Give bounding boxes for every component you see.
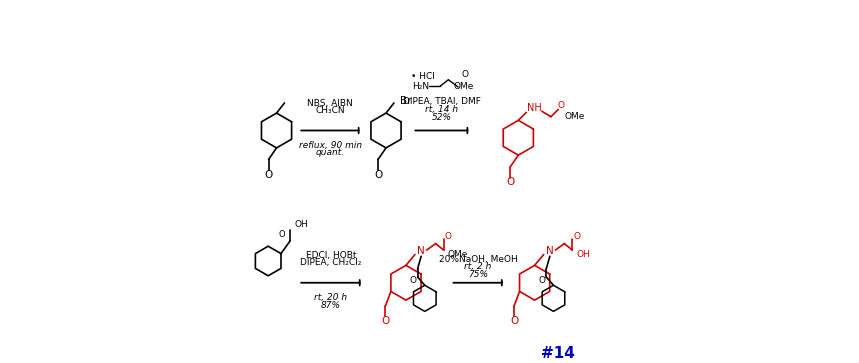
Text: rt, 14 h: rt, 14 h — [425, 105, 459, 114]
Text: OMe: OMe — [454, 82, 474, 91]
Text: 75%: 75% — [468, 270, 488, 279]
Text: rt, 20 h: rt, 20 h — [314, 293, 348, 302]
Text: reflux, 90 min: reflux, 90 min — [299, 141, 362, 150]
Text: DIPEA, CH₂Cl₂: DIPEA, CH₂Cl₂ — [300, 258, 362, 267]
Text: NBS, AIBN: NBS, AIBN — [308, 99, 353, 108]
Text: O: O — [557, 101, 564, 110]
Text: • HCl: • HCl — [411, 72, 435, 81]
Text: rt, 2 h: rt, 2 h — [465, 262, 491, 271]
Text: N: N — [417, 246, 425, 256]
Text: O: O — [574, 232, 581, 241]
Text: 87%: 87% — [321, 301, 341, 310]
Text: O: O — [410, 276, 417, 285]
Text: O: O — [265, 170, 272, 180]
Text: O: O — [374, 170, 382, 180]
Text: O: O — [445, 232, 452, 241]
Text: O: O — [381, 316, 390, 326]
Text: CH₃CN: CH₃CN — [315, 106, 345, 115]
Text: O: O — [510, 316, 518, 326]
Text: H₂N: H₂N — [412, 82, 430, 91]
Text: 20%NaOH, MeOH: 20%NaOH, MeOH — [439, 255, 517, 264]
Text: quant.: quant. — [316, 148, 345, 158]
Text: O: O — [506, 178, 515, 187]
Text: O: O — [278, 230, 285, 239]
Text: OMe: OMe — [564, 112, 585, 121]
Text: 52%: 52% — [432, 113, 452, 122]
Text: O: O — [539, 276, 545, 285]
Text: O: O — [462, 70, 469, 79]
Text: OH: OH — [576, 250, 590, 259]
Text: OH: OH — [295, 220, 308, 229]
Text: Br: Br — [399, 96, 411, 106]
Text: N: N — [546, 246, 554, 256]
Text: #14: #14 — [541, 346, 576, 361]
Text: EDCI, HOBt: EDCI, HOBt — [306, 251, 356, 260]
Text: NH: NH — [527, 103, 542, 113]
Text: OMe: OMe — [448, 250, 468, 259]
Text: DIPEA, TBAI, DMF: DIPEA, TBAI, DMF — [403, 97, 481, 106]
